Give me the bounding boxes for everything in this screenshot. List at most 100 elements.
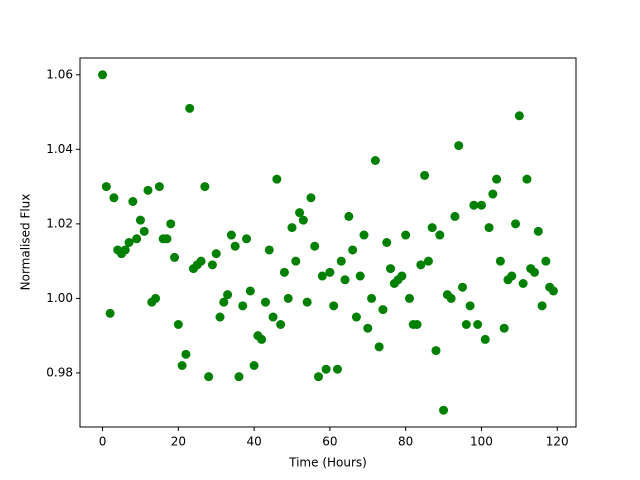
scatter-point xyxy=(450,211,460,221)
scatter-point xyxy=(317,271,327,281)
scatter-point xyxy=(458,282,468,292)
scatter-point xyxy=(332,364,342,374)
scatter-point xyxy=(374,342,384,352)
scatter-point xyxy=(325,267,335,277)
scatter-point xyxy=(151,293,161,303)
scatter-point xyxy=(363,323,373,333)
scatter-point xyxy=(302,297,312,307)
scatter-point xyxy=(120,245,130,255)
scatter-point xyxy=(105,308,115,318)
y-tick-label: 1.00 xyxy=(46,291,73,305)
y-tick-label: 1.04 xyxy=(46,142,73,156)
scatter-point xyxy=(98,70,108,80)
x-tick-label: 120 xyxy=(546,435,569,449)
scatter-point xyxy=(511,219,521,229)
scatter-point xyxy=(344,211,354,221)
scatter-point xyxy=(416,260,426,270)
scatter-point xyxy=(439,405,449,415)
x-tick-label: 80 xyxy=(398,435,413,449)
scatter-point xyxy=(310,241,320,251)
scatter-point xyxy=(306,193,316,203)
x-tick-label: 0 xyxy=(99,435,107,449)
scatter-point xyxy=(226,230,236,240)
scatter-point xyxy=(181,349,191,359)
scatter-point xyxy=(427,223,437,233)
scatter-point xyxy=(340,275,350,285)
scatter-point xyxy=(404,293,414,303)
scatter-point xyxy=(177,361,187,370)
scatter-point xyxy=(204,372,214,382)
x-tick-label: 40 xyxy=(246,435,261,449)
scatter-point xyxy=(162,234,172,244)
scatter-point xyxy=(492,174,502,184)
scatter-point xyxy=(223,290,233,300)
scatter-point xyxy=(533,226,543,236)
scatter-point xyxy=(143,185,153,195)
scatter-point xyxy=(219,297,229,307)
scatter-point xyxy=(499,323,509,333)
scatter-point xyxy=(260,297,270,307)
scatter-point xyxy=(473,320,483,329)
scatter-point xyxy=(128,197,138,206)
scatter-point xyxy=(200,182,210,192)
scatter-point xyxy=(488,189,498,199)
scatter-point xyxy=(446,293,456,303)
scatter-point xyxy=(185,103,195,113)
scatter-point xyxy=(522,174,532,184)
scatter-point xyxy=(461,320,471,329)
scatter-point xyxy=(154,182,164,192)
scatter-point xyxy=(495,256,505,266)
scatter-point xyxy=(287,223,297,233)
scatter-point xyxy=(367,293,377,303)
scatter-point xyxy=(268,312,278,322)
scatter-point xyxy=(518,279,528,288)
scatter-point xyxy=(298,215,308,225)
x-tick-label: 100 xyxy=(470,435,493,449)
x-axis-label: Time (Hours) xyxy=(288,456,367,470)
scatter-point xyxy=(230,241,240,251)
scatter-point xyxy=(245,286,255,296)
scatter-point xyxy=(386,264,396,274)
scatter-point xyxy=(541,256,551,266)
scatter-point xyxy=(476,200,486,210)
scatter-point xyxy=(435,230,445,240)
scatter-point xyxy=(249,361,259,370)
scatter-point xyxy=(465,301,475,311)
scatter-point xyxy=(480,334,490,344)
scatter-point xyxy=(257,334,267,344)
scatter-point xyxy=(378,305,388,315)
scatter-point xyxy=(234,372,244,382)
scatter-point xyxy=(370,156,380,165)
scatter-point xyxy=(196,256,206,266)
scatter-point xyxy=(314,372,324,382)
scatter-point xyxy=(423,256,433,266)
scatter-point xyxy=(548,286,558,296)
scatter-point xyxy=(412,320,422,329)
scatter-point xyxy=(242,234,252,244)
scatter-point xyxy=(431,346,441,356)
scatter-point xyxy=(215,312,225,322)
scatter-point xyxy=(397,271,407,281)
scatter-point xyxy=(279,267,289,277)
scatter-point xyxy=(351,312,361,322)
scatter-point xyxy=(469,200,479,210)
x-tick-label: 60 xyxy=(322,435,337,449)
scatter-point xyxy=(272,174,282,184)
scatter-point xyxy=(238,301,248,311)
scatter-point xyxy=(132,234,142,244)
scatter-point xyxy=(484,223,494,233)
scatter-point xyxy=(276,320,286,329)
scatter-point xyxy=(355,271,365,281)
scatter-point xyxy=(264,245,274,255)
y-tick-label: 1.06 xyxy=(46,67,73,81)
scatter-point xyxy=(530,267,540,277)
scatter-point xyxy=(173,320,183,329)
scatter-point xyxy=(454,141,464,151)
scatter-point xyxy=(291,256,301,266)
scatter-point xyxy=(537,301,547,311)
scatter-point xyxy=(124,238,134,247)
scatter-point xyxy=(329,301,339,311)
scatter-point xyxy=(170,252,180,262)
scatter-point xyxy=(401,230,411,240)
